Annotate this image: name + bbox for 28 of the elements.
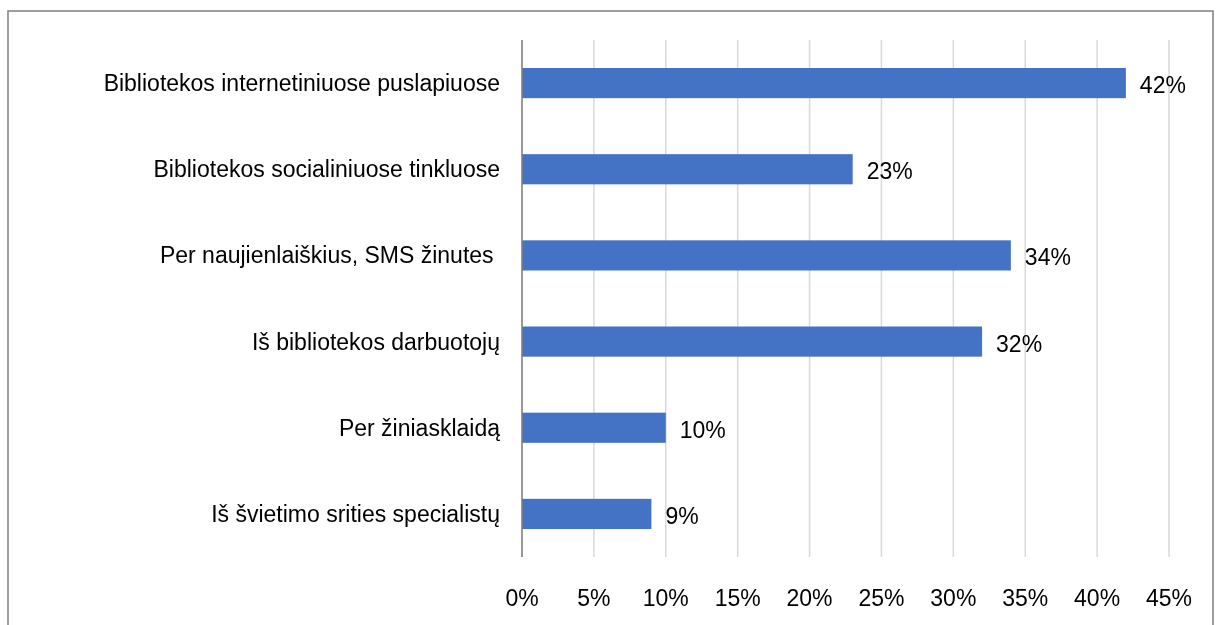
x-tick-label: 45% xyxy=(1145,585,1193,611)
y-tick-label: Per žiniasklaidą xyxy=(338,414,501,441)
x-tick-label: 30% xyxy=(930,585,977,611)
bar xyxy=(522,154,853,185)
x-tick-label: 0% xyxy=(505,585,539,611)
x-tick-label: 20% xyxy=(786,585,833,611)
y-tick-label: Bibliotekos internetiniuose puslapiuose xyxy=(103,70,500,97)
x-tick-label: 10% xyxy=(642,585,689,611)
x-tick-label: 15% xyxy=(714,585,761,611)
bar xyxy=(522,412,666,443)
x-tick-label: 25% xyxy=(858,585,905,611)
y-tick-label: Per naujienlaiškius, SMS žinutes xyxy=(159,242,500,269)
data-label: 34% xyxy=(1024,244,1071,271)
data-label: 32% xyxy=(996,330,1043,357)
bar xyxy=(522,326,983,357)
data-label: 42% xyxy=(1139,72,1186,99)
y-tick-label: Bibliotekos socialiniuose tinkluose xyxy=(153,156,500,183)
x-tick-label: 35% xyxy=(1002,585,1049,611)
x-tick-label: 40% xyxy=(1074,585,1121,611)
bar xyxy=(522,68,1126,99)
bar xyxy=(522,498,652,529)
y-tick-label: Iš bibliotekos darbuotojų xyxy=(251,328,500,355)
bar xyxy=(522,240,1011,271)
x-tick-label: 5% xyxy=(577,585,611,611)
data-label: 9% xyxy=(665,502,699,529)
data-label: 10% xyxy=(679,416,726,443)
y-tick-label: Iš švietimo srities specialistų xyxy=(211,500,500,527)
data-label: 23% xyxy=(866,158,913,185)
